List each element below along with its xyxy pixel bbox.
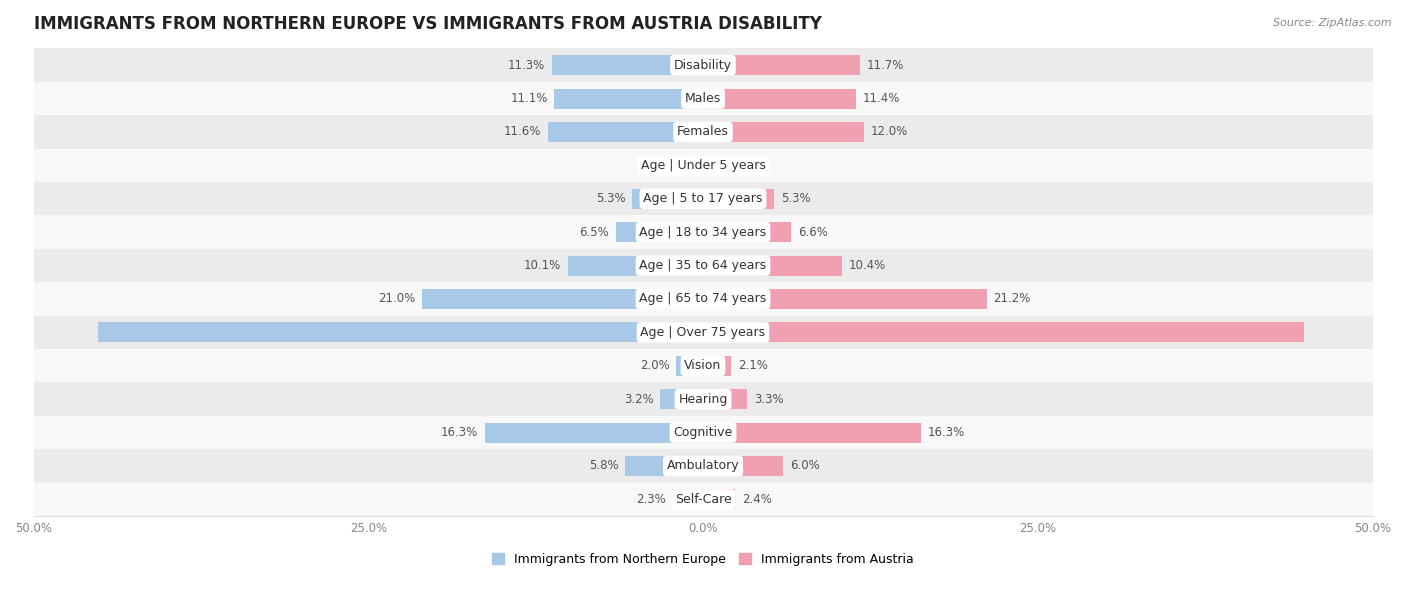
Bar	[551, 55, 703, 75]
Bar	[703, 456, 783, 476]
Text: 3.2%: 3.2%	[624, 393, 654, 406]
Text: Age | Under 5 years: Age | Under 5 years	[641, 159, 765, 172]
Bar	[34, 48, 1372, 82]
Bar	[703, 222, 792, 242]
Bar	[703, 55, 859, 75]
Text: 2.1%: 2.1%	[738, 359, 768, 372]
Text: 2.3%: 2.3%	[636, 493, 665, 506]
Bar	[661, 389, 703, 409]
Bar	[703, 256, 842, 275]
Text: 21.2%: 21.2%	[994, 293, 1031, 305]
Bar	[485, 422, 703, 442]
Text: Age | Over 75 years: Age | Over 75 years	[641, 326, 765, 339]
Bar	[703, 122, 863, 142]
Bar	[626, 456, 703, 476]
Text: 16.3%: 16.3%	[441, 426, 478, 439]
Text: 5.3%: 5.3%	[780, 192, 810, 205]
Bar	[703, 188, 773, 209]
Bar	[703, 323, 1305, 342]
Bar	[686, 155, 703, 176]
Bar	[34, 483, 1372, 516]
Text: Cognitive: Cognitive	[673, 426, 733, 439]
Bar	[616, 222, 703, 242]
Bar	[703, 356, 731, 376]
Text: 2.0%: 2.0%	[640, 359, 669, 372]
Bar	[34, 382, 1372, 416]
Bar	[676, 356, 703, 376]
Text: 5.8%: 5.8%	[589, 460, 619, 472]
Bar	[672, 490, 703, 509]
Text: Females: Females	[678, 125, 728, 138]
Bar	[34, 282, 1372, 316]
Bar	[703, 155, 720, 176]
Text: 21.0%: 21.0%	[378, 293, 415, 305]
Text: 44.9%: 44.9%	[723, 326, 761, 339]
Text: 6.5%: 6.5%	[579, 226, 609, 239]
Bar	[703, 289, 987, 309]
Text: Age | 65 to 74 years: Age | 65 to 74 years	[640, 293, 766, 305]
Bar	[98, 323, 703, 342]
Text: 3.3%: 3.3%	[754, 393, 783, 406]
Bar	[703, 490, 735, 509]
Text: Ambulatory: Ambulatory	[666, 460, 740, 472]
Bar	[34, 82, 1372, 115]
Text: IMMIGRANTS FROM NORTHERN EUROPE VS IMMIGRANTS FROM AUSTRIA DISABILITY: IMMIGRANTS FROM NORTHERN EUROPE VS IMMIG…	[34, 15, 821, 33]
Text: 5.3%: 5.3%	[596, 192, 626, 205]
Text: 45.2%: 45.2%	[645, 326, 683, 339]
Text: 10.4%: 10.4%	[849, 259, 886, 272]
Text: 1.3%: 1.3%	[650, 159, 679, 172]
Bar	[34, 182, 1372, 215]
Bar	[34, 149, 1372, 182]
Text: Self-Care: Self-Care	[675, 493, 731, 506]
Bar	[548, 122, 703, 142]
Text: 16.3%: 16.3%	[928, 426, 965, 439]
Text: 11.1%: 11.1%	[510, 92, 548, 105]
Text: 6.0%: 6.0%	[790, 460, 820, 472]
Text: 12.0%: 12.0%	[870, 125, 908, 138]
Text: 1.3%: 1.3%	[727, 159, 756, 172]
Text: Hearing: Hearing	[678, 393, 728, 406]
Text: Age | 5 to 17 years: Age | 5 to 17 years	[644, 192, 762, 205]
Bar	[34, 249, 1372, 282]
Text: Age | 35 to 64 years: Age | 35 to 64 years	[640, 259, 766, 272]
Text: 6.6%: 6.6%	[799, 226, 828, 239]
Bar	[633, 188, 703, 209]
Text: Vision: Vision	[685, 359, 721, 372]
Text: Source: ZipAtlas.com: Source: ZipAtlas.com	[1274, 18, 1392, 28]
Bar	[34, 416, 1372, 449]
Legend: Immigrants from Northern Europe, Immigrants from Austria: Immigrants from Northern Europe, Immigra…	[492, 553, 914, 566]
Text: 11.3%: 11.3%	[508, 59, 546, 72]
Bar	[703, 89, 856, 108]
Bar	[34, 215, 1372, 249]
Text: Males: Males	[685, 92, 721, 105]
Bar	[422, 289, 703, 309]
Text: Disability: Disability	[673, 59, 733, 72]
Bar	[34, 316, 1372, 349]
Text: 11.7%: 11.7%	[866, 59, 904, 72]
Text: 11.4%: 11.4%	[862, 92, 900, 105]
Text: Age | 18 to 34 years: Age | 18 to 34 years	[640, 226, 766, 239]
Bar	[34, 449, 1372, 483]
Text: 2.4%: 2.4%	[742, 493, 772, 506]
Bar	[703, 422, 921, 442]
Bar	[568, 256, 703, 275]
Bar	[34, 115, 1372, 149]
Text: 10.1%: 10.1%	[524, 259, 561, 272]
Bar	[554, 89, 703, 108]
Bar	[34, 349, 1372, 382]
Text: 11.6%: 11.6%	[503, 125, 541, 138]
Bar	[703, 389, 747, 409]
